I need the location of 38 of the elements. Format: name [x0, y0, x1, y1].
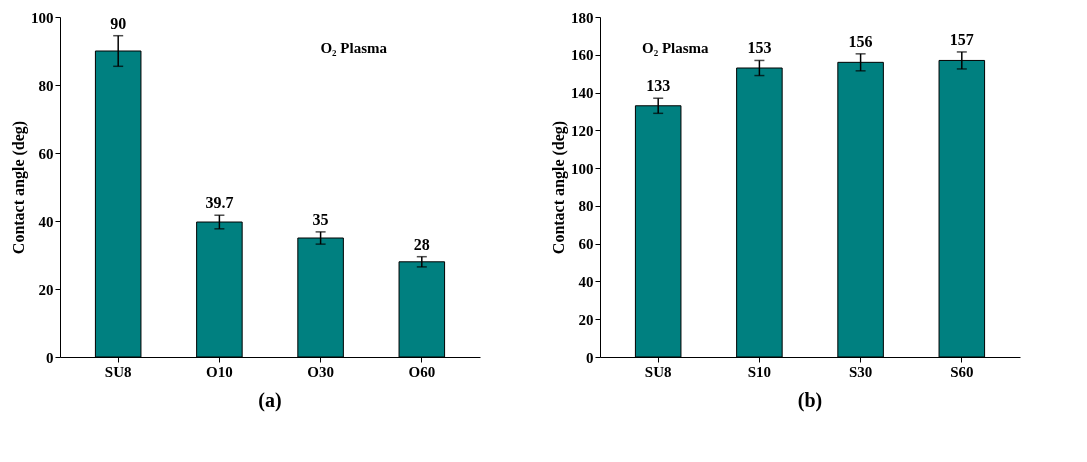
data-label: 156 [848, 32, 873, 50]
y-tick-label: 100 [571, 160, 594, 177]
y-tick-label: 160 [571, 47, 594, 64]
x-tick-label: S10 [747, 363, 772, 380]
y-tick-label: 80 [578, 198, 594, 215]
text: (a) [258, 389, 282, 412]
x-tick-label: O60 [408, 363, 436, 380]
annotation: O₂ Plasma [320, 39, 388, 56]
data-label: 90 [110, 14, 127, 32]
y-axis-title: Contact angle (deg) [550, 120, 568, 255]
y-tick-label: 140 [571, 85, 594, 102]
y-tick-label: 60 [38, 145, 54, 162]
y-tick-label: 0 [46, 349, 54, 366]
x-tick-label: O10 [206, 363, 233, 380]
data-label: 133 [646, 77, 671, 95]
y-tick-label: 120 [571, 122, 594, 139]
annotation: O₂ Plasma [642, 39, 710, 56]
y-tick-label: 180 [571, 9, 594, 26]
y-tick-label: 40 [38, 213, 54, 230]
data-label: 153 [747, 39, 772, 57]
y-tick-label: 100 [31, 9, 54, 26]
data-label: 28 [413, 235, 430, 253]
y-tick-label: 80 [38, 77, 54, 94]
y-tick-label: 60 [578, 236, 594, 253]
data-label: 35 [312, 210, 329, 228]
x-tick-label: SU8 [104, 363, 132, 380]
y-tick-label: 40 [578, 273, 594, 290]
x-tick-label: S30 [848, 363, 873, 380]
x-tick-label: SU8 [644, 363, 672, 380]
data-label: 39.7 [205, 194, 234, 212]
data-label: 157 [949, 30, 974, 48]
y-tick-label: 20 [578, 311, 594, 328]
y-tick-label: 0 [586, 349, 594, 366]
x-tick-label: S60 [950, 363, 974, 380]
y-tick-label: 20 [38, 281, 54, 298]
text: (b) [797, 389, 823, 412]
y-axis-title: Contact angle (deg) [10, 120, 28, 255]
x-tick-label: O30 [307, 363, 334, 380]
